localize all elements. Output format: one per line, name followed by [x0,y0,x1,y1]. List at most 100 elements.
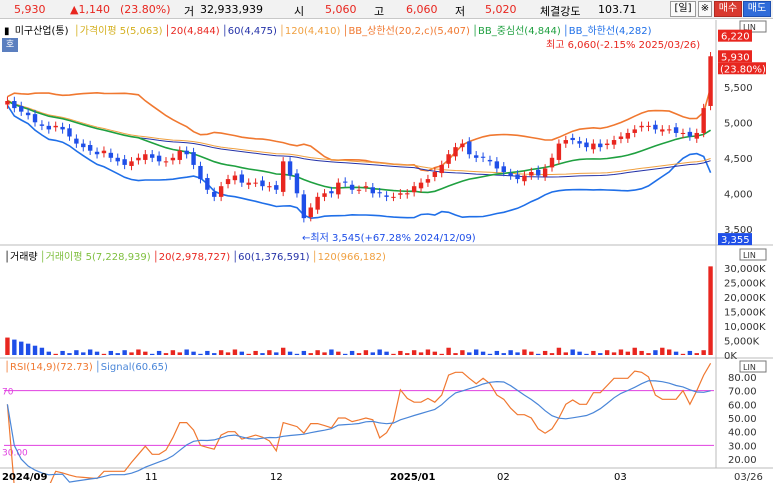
volume-bar [618,349,624,355]
volume-bar [494,350,500,355]
volume-bar [101,353,107,355]
bb-upper-line [7,87,712,172]
x-axis-end-label: 03/26 [734,472,763,483]
settings-icon[interactable]: ※ [698,1,712,17]
candle-body [584,142,589,148]
volume-bar [673,351,679,355]
volume-bar [660,347,665,355]
candle-body [563,140,568,144]
volume-bar [170,350,176,355]
price-marker-label: 5,930 [721,52,750,63]
stock-title: 미구산업(통) [14,26,69,37]
price-legend-entry-1: │20(4,844) [164,26,220,37]
candle-body [673,127,679,133]
volume-bar [377,349,382,355]
volume-bar [391,353,396,355]
unit-badge [739,360,767,373]
vol-legend-entry-2: │20(2,978,727) [152,252,231,263]
volume-bar [150,353,155,355]
price-tick: 4,000 [724,189,753,200]
period-button[interactable]: [일] [670,1,696,17]
volume-bar [515,352,520,355]
vol-legend-entry-4: │120(966,182) [311,252,386,263]
volume-bar [267,350,272,355]
volume-bar [198,353,203,355]
price-marker-label: 3,355 [721,235,750,246]
volume-bar [260,353,265,355]
candle-body [315,196,320,210]
volume-bar [611,352,617,355]
quote-header: 5,930 ▲1,140 (23.80%) 거 32,933,939 시 5,0… [0,0,773,19]
quote-side-button[interactable]: 호 [2,38,18,52]
volume-bar [46,351,52,355]
low-label: 저 [455,5,466,18]
volume-bar [646,353,651,355]
volume-bar [598,353,603,355]
high-annotation: 최고 6,060(-2.15% 2025/03/26) [546,40,701,51]
vol-legend-entry-0: │거래량 [4,252,38,263]
volume-value: 32,933,939 [200,3,263,16]
volume-bar [212,353,217,355]
rsi-tick: 70.00 [728,387,757,398]
rsi-tick: 30.00 [728,441,757,452]
candle-body [336,182,341,195]
volume-bar [25,343,31,355]
candle-body [280,161,286,192]
candle-body [301,194,307,219]
x-axis-label: 2024/09 [2,472,47,483]
candle-body [529,172,534,176]
candle-body [46,125,52,130]
candle-body [708,56,713,106]
rsi-level-high-label: 70 [2,388,14,398]
price-marker [718,62,766,75]
low-value: 5,020 [485,3,517,16]
volume-bar [74,350,79,355]
candle-body [25,112,31,116]
price-marker [718,29,752,42]
candle-body [639,125,644,128]
sell-button[interactable]: 매도 [743,1,771,17]
volume-bar [542,350,548,355]
buy-button[interactable]: 매수 [714,1,742,17]
volume-bar [39,347,45,355]
candle-body [494,161,500,169]
volume-bar [53,353,58,355]
legend-marker: ▮ [4,26,10,37]
volume-bar [625,351,631,355]
volume-bar [708,266,713,355]
volume-bar [666,349,672,355]
signal-line [6,380,711,483]
candle-body [604,143,610,146]
candle-body [156,155,162,162]
ma120-line [7,99,711,175]
price-tick: 4,500 [724,154,753,165]
candle-body [467,141,472,155]
volume-bar [329,349,334,355]
candle-body [611,140,617,145]
price-marker [718,233,752,246]
volume-bar [363,350,369,355]
volume-bar [343,353,348,355]
unit-badge [739,20,767,33]
candle-body [570,137,575,141]
volume-bar [115,353,120,355]
candle-body [680,132,686,135]
candle-body [212,191,217,197]
volume-bar [5,337,10,355]
volume-bar [218,350,224,355]
ma60-line [7,100,711,178]
volume-bar [453,353,458,355]
volume-bar [136,349,141,355]
candle-body [646,125,651,127]
candle-body [308,207,313,218]
candle-body [515,174,520,180]
candle-body [377,192,382,194]
candle-body [115,157,120,162]
candle-body [508,173,513,176]
candle-body [143,154,148,160]
volume-bar [411,350,417,355]
volume-bar [439,353,444,355]
rsi-tick: 50.00 [728,414,757,425]
candle-body [12,101,17,109]
